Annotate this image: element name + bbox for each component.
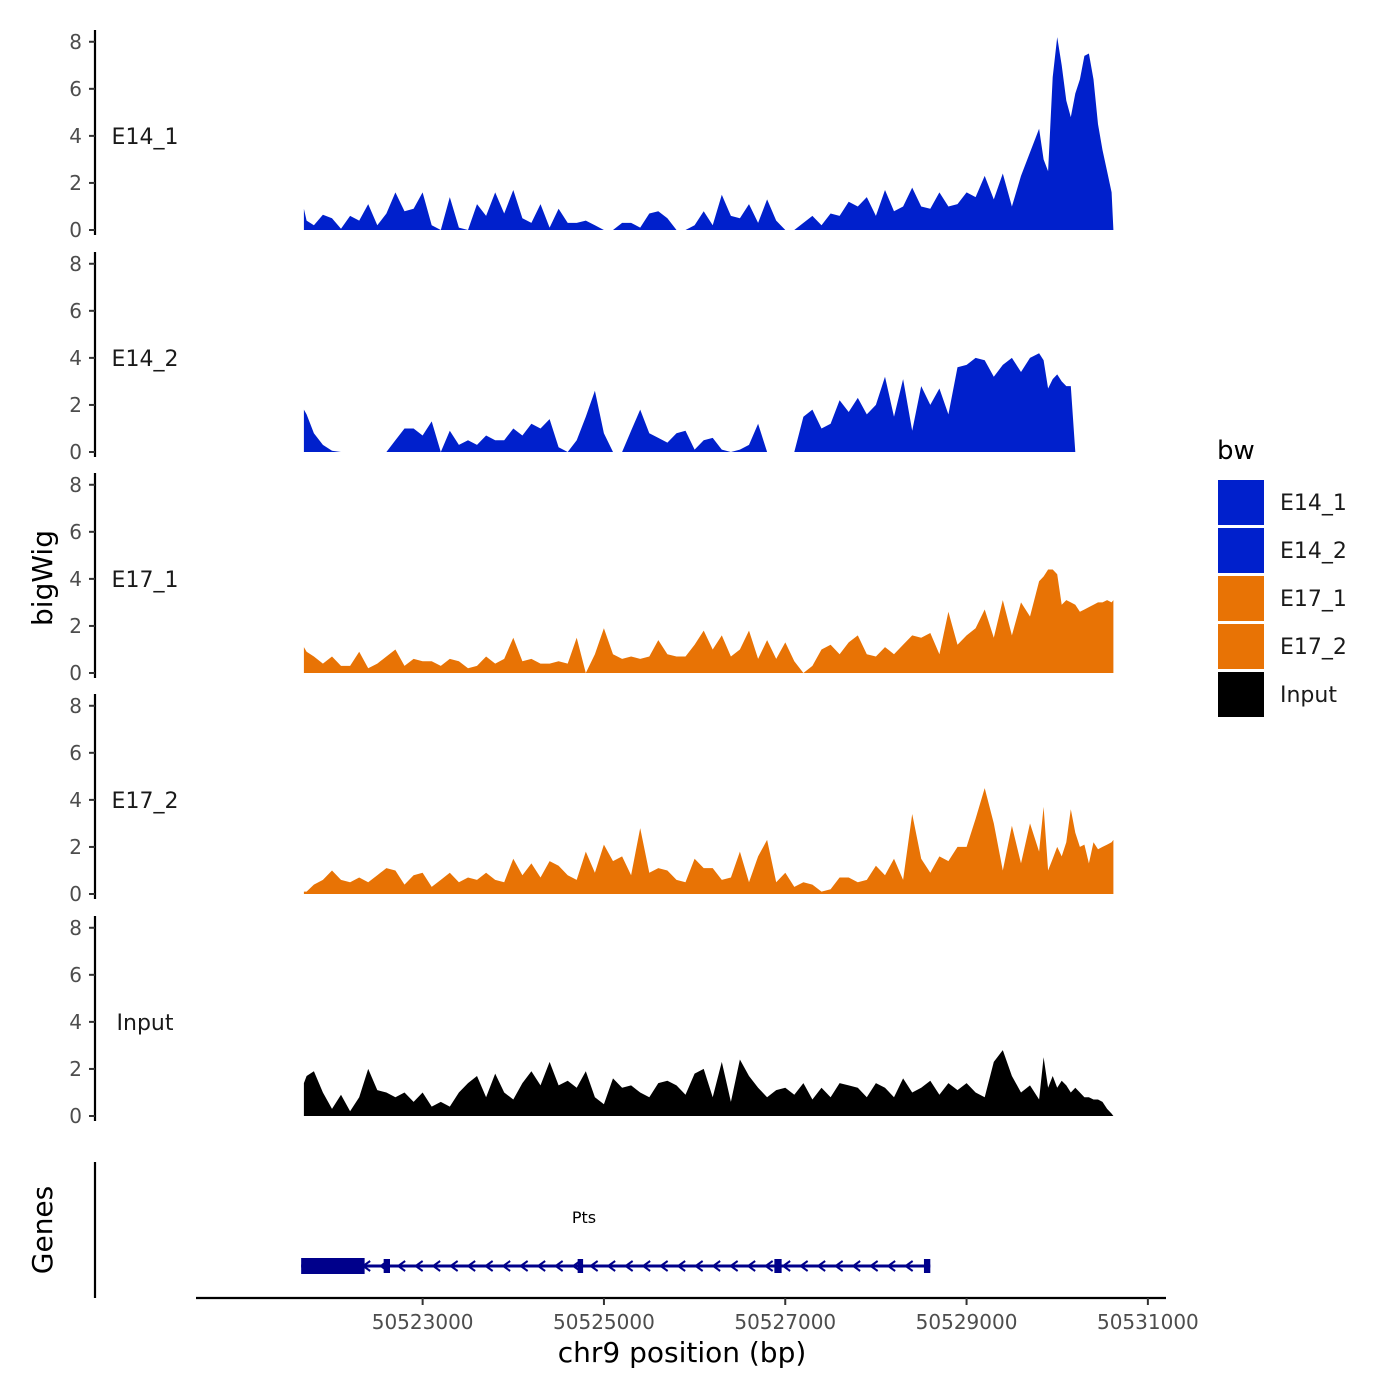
y-tick-label: 0 bbox=[69, 661, 82, 685]
strand-arrow bbox=[431, 1260, 441, 1272]
legend-swatch-E17_1 bbox=[1218, 576, 1264, 621]
strand-arrow bbox=[798, 1260, 809, 1272]
strand-arrow bbox=[483, 1260, 494, 1272]
legend: bw E14_1 E14_2 E17_1 E17_2 Input bbox=[1217, 436, 1347, 717]
y-tick-label: 0 bbox=[69, 1104, 82, 1128]
y-tick-label: 8 bbox=[69, 473, 82, 497]
strand-arrow bbox=[413, 1260, 424, 1272]
strand-arrow bbox=[606, 1260, 616, 1272]
track-E14_2: 0 2 4 6 8 E14_2 bbox=[69, 252, 1114, 464]
track-label: E14_1 bbox=[112, 125, 179, 150]
x-tick-label: 50523000 bbox=[372, 1310, 474, 1334]
track-Input: 0 2 4 6 8 Input bbox=[69, 916, 1114, 1128]
strand-arrow bbox=[728, 1260, 739, 1272]
y-tick-label: 4 bbox=[69, 1010, 82, 1034]
strand-arrow bbox=[746, 1260, 756, 1272]
track-E17_1: 0 2 4 6 8 E17_1 bbox=[69, 473, 1114, 685]
legend-swatch-E17_2 bbox=[1218, 624, 1264, 669]
y-tick-label: 4 bbox=[69, 567, 82, 591]
coverage-area-E14_2 bbox=[303, 353, 1114, 452]
track-panels: 0 2 4 6 8 E14_1 0 2 4 6 8 E14_2 0 2 4 6 8 E17_1 0 2 4 6 8 E17_2… bbox=[69, 30, 1114, 1128]
strand-arrow bbox=[781, 1260, 791, 1272]
legend-swatch-E14_2 bbox=[1218, 528, 1264, 573]
y-tick-label: 0 bbox=[69, 218, 82, 242]
strand-arrow bbox=[518, 1260, 529, 1272]
gene-exon bbox=[577, 1259, 584, 1273]
y-tick-label: 2 bbox=[69, 393, 82, 417]
strand-arrow bbox=[448, 1260, 459, 1272]
gene-name-label: Pts bbox=[572, 1208, 596, 1227]
track-E17_2: 0 2 4 6 8 E17_2 bbox=[69, 694, 1114, 906]
x-axis: 50523000 50525000 50527000 50529000 50531000 bbox=[196, 1296, 1199, 1334]
x-tick-label: 50527000 bbox=[734, 1310, 836, 1334]
coverage-area-E14_1 bbox=[303, 37, 1114, 230]
strand-arrow bbox=[396, 1260, 406, 1272]
legend-swatch-Input bbox=[1218, 672, 1264, 717]
strand-arrow bbox=[623, 1260, 634, 1272]
track-E14_1: 0 2 4 6 8 E14_1 bbox=[69, 30, 1114, 242]
legend-label-Input: Input bbox=[1280, 683, 1337, 708]
strand-arrow bbox=[833, 1260, 844, 1272]
coverage-area-E17_1 bbox=[303, 569, 1114, 673]
legend-label-E14_1: E14_1 bbox=[1280, 491, 1347, 516]
track-label: Input bbox=[117, 1011, 174, 1036]
legend-swatch-E14_1 bbox=[1218, 480, 1264, 525]
y-tick-label: 4 bbox=[69, 788, 82, 812]
legend-label-E14_2: E14_2 bbox=[1280, 539, 1347, 564]
strand-arrow bbox=[903, 1260, 914, 1272]
y-tick-label: 0 bbox=[69, 440, 82, 464]
strand-arrow bbox=[553, 1260, 564, 1272]
x-axis-title: chr9 position (bp) bbox=[558, 1336, 807, 1369]
strand-arrow bbox=[501, 1260, 511, 1272]
y-tick-label: 2 bbox=[69, 171, 82, 195]
track-label: E17_1 bbox=[112, 568, 179, 593]
y-tick-label: 4 bbox=[69, 346, 82, 370]
legend-label-E17_2: E17_2 bbox=[1280, 635, 1347, 660]
coverage-area-E17_2 bbox=[303, 788, 1114, 894]
y-tick-label: 8 bbox=[69, 30, 82, 54]
strand-arrow bbox=[466, 1260, 476, 1272]
legend-label-E17_1: E17_1 bbox=[1280, 587, 1347, 612]
x-tick-label: 50525000 bbox=[553, 1310, 655, 1334]
y-tick-label: 4 bbox=[69, 124, 82, 148]
x-tick-label: 50531000 bbox=[1097, 1310, 1199, 1334]
y-tick-label: 2 bbox=[69, 1057, 82, 1081]
y-tick-label: 0 bbox=[69, 882, 82, 906]
x-tick-label: 50529000 bbox=[916, 1310, 1018, 1334]
coverage-area-Input bbox=[303, 1050, 1114, 1116]
gene-exon bbox=[301, 1258, 365, 1274]
strand-arrow bbox=[711, 1260, 721, 1272]
strand-arrow bbox=[816, 1260, 826, 1272]
y-tick-label: 6 bbox=[69, 741, 82, 765]
gene-exon bbox=[923, 1259, 931, 1273]
strand-arrow bbox=[536, 1260, 546, 1272]
track-label: E17_2 bbox=[112, 789, 179, 814]
strand-arrow bbox=[658, 1260, 669, 1272]
y-tick-label: 8 bbox=[69, 916, 82, 940]
strand-arrow bbox=[693, 1260, 704, 1272]
strand-arrow bbox=[851, 1260, 861, 1272]
y-tick-label: 2 bbox=[69, 835, 82, 859]
strand-arrow bbox=[868, 1260, 879, 1272]
gene-exon bbox=[383, 1259, 390, 1273]
strand-arrow bbox=[763, 1260, 774, 1272]
legend-title: bw bbox=[1217, 436, 1255, 466]
y-tick-label: 8 bbox=[69, 694, 82, 718]
strand-arrow bbox=[641, 1260, 651, 1272]
track-label: E14_2 bbox=[112, 347, 179, 372]
gene-exon bbox=[774, 1259, 782, 1273]
strand-arrow bbox=[588, 1260, 599, 1272]
gene-panel-title: Genes bbox=[26, 1186, 59, 1274]
y-tick-label: 2 bbox=[69, 614, 82, 638]
y-tick-label: 6 bbox=[69, 299, 82, 323]
y-tick-label: 6 bbox=[69, 77, 82, 101]
gene-panel: Pts bbox=[93, 1162, 931, 1298]
y-tick-label: 6 bbox=[69, 520, 82, 544]
y-axis-title: bigWig bbox=[26, 530, 59, 626]
y-tick-label: 8 bbox=[69, 252, 82, 276]
strand-arrow bbox=[886, 1260, 896, 1272]
strand-arrow bbox=[676, 1260, 686, 1272]
y-tick-label: 6 bbox=[69, 963, 82, 987]
